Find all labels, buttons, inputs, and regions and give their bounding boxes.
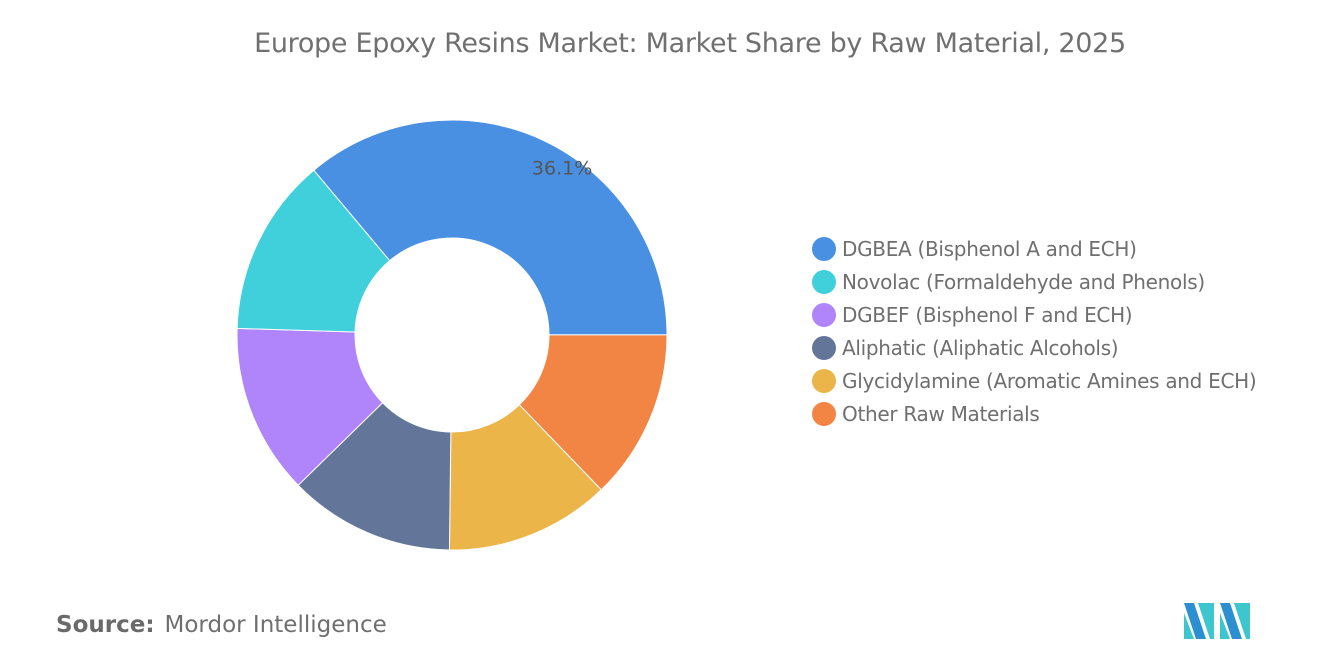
slice-novolac[interactable] <box>236 169 391 333</box>
slice-dgbea[interactable] <box>313 119 668 336</box>
chart-title: Europe Epoxy Resins Market: Market Share… <box>254 28 1126 59</box>
legend-dot <box>812 368 836 393</box>
legend-item-novolac[interactable]: Novolac (Formaldehyde and Phenols) <box>812 265 1256 298</box>
mordor-intelligence-logo <box>1184 603 1250 639</box>
legend-item-dgbef[interactable]: DGBEF (Bisphenol F and ECH) <box>812 298 1256 331</box>
legend-dot <box>812 335 836 360</box>
legend-dot <box>812 236 836 261</box>
data-label: 36.1% <box>532 158 592 180</box>
legend-label: Novolac (Formaldehyde and Phenols) <box>842 269 1205 294</box>
source-label: Source: <box>56 612 155 638</box>
legend-item-glycidylamine[interactable]: Glycidylamine (Aromatic Amines and ECH) <box>812 364 1257 397</box>
source-value: Mordor Intelligence <box>164 612 387 638</box>
legend-dot <box>812 401 836 426</box>
legend-label: Other Raw Materials <box>842 401 1040 426</box>
slice-dgbef[interactable] <box>236 327 384 486</box>
legend-dot <box>812 302 836 327</box>
source-note: Source: Mordor Intelligence <box>56 612 387 638</box>
legend-dot <box>812 269 836 294</box>
legend-label: DGBEF (Bisphenol F and ECH) <box>842 302 1133 327</box>
legend-label: Aliphatic (Aliphatic Alcohols) <box>842 335 1119 360</box>
slice-other[interactable] <box>518 334 668 491</box>
legend-item-dgbea[interactable]: DGBEA (Bisphenol A and ECH) <box>812 232 1256 265</box>
legend: DGBEA (Bisphenol A and ECH) Novolac (For… <box>812 232 1257 430</box>
legend-item-other[interactable]: Other Raw Materials <box>812 397 1256 430</box>
legend-item-aliphatic[interactable]: Aliphatic (Aliphatic Alcohols) <box>812 331 1256 364</box>
legend-label: Glycidylamine (Aromatic Amines and ECH) <box>842 368 1257 393</box>
legend-label: DGBEA (Bisphenol A and ECH) <box>842 236 1137 261</box>
